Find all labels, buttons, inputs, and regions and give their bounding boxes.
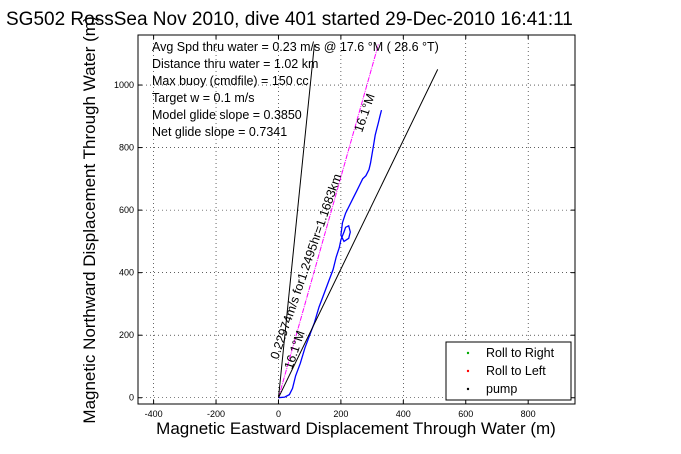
series-line-reference-2 [278, 44, 315, 398]
legend-marker-roll-right [466, 351, 470, 355]
x-axis-label: Magnetic Eastward Displacement Through W… [156, 419, 556, 438]
x-tick-label: 400 [396, 409, 411, 419]
annotation-target-w: Target w = 0.1 m/s [152, 91, 254, 105]
chart-title: SG502 RossSea Nov 2010, dive 401 started… [6, 9, 573, 30]
legend-marker-pump [466, 387, 470, 391]
annotation-model-glide-slope: Model glide slope = 0.3850 [152, 108, 302, 122]
y-tick-label: 800 [119, 143, 134, 153]
x-tick-label: 800 [521, 409, 536, 419]
series-line-reference-3 [278, 69, 439, 398]
annotation-max-buoy: Max buoy (cmdfile) = 150 cc [152, 74, 309, 88]
x-tick-label: -400 [145, 409, 163, 419]
annotation-distance: Distance thru water = 1.02 km [152, 57, 318, 71]
axis-ticks: -400 -200 0 200 400 600 800 0 200 400 600 800 1000 [114, 35, 575, 419]
y-tick-label: 200 [119, 330, 134, 340]
x-tick-label: 600 [458, 409, 473, 419]
y-tick-label: 1000 [114, 80, 134, 90]
annotation-block: Avg Spd thru water = 0.23 m/s @ 17.6 °M … [152, 40, 439, 139]
annotation-net-glide-slope: Net glide slope = 0.7341 [152, 125, 287, 139]
legend: Roll to Right Roll to Left pump [445, 341, 572, 401]
x-tick-label: 200 [333, 409, 348, 419]
x-tick-label: 0 [276, 409, 281, 419]
x-tick-label: -200 [207, 409, 225, 419]
series-line-track-0 [278, 109, 383, 399]
legend-label-roll-right: Roll to Right [486, 346, 555, 360]
legend-label-roll-left: Roll to Left [486, 364, 546, 378]
y-tick-label: 600 [119, 205, 134, 215]
y-axis-label: Magnetic Northward Displacement Through … [80, 16, 99, 423]
series-line-heading-1 [278, 44, 379, 398]
legend-label-pump: pump [486, 382, 517, 396]
grid [138, 35, 575, 404]
y-tick-label: 0 [129, 393, 134, 403]
legend-marker-roll-left [466, 369, 470, 373]
annotation-avg-speed: Avg Spd thru water = 0.23 m/s @ 17.6 °M … [152, 40, 439, 54]
y-tick-label: 400 [119, 268, 134, 278]
series-group [278, 44, 439, 399]
